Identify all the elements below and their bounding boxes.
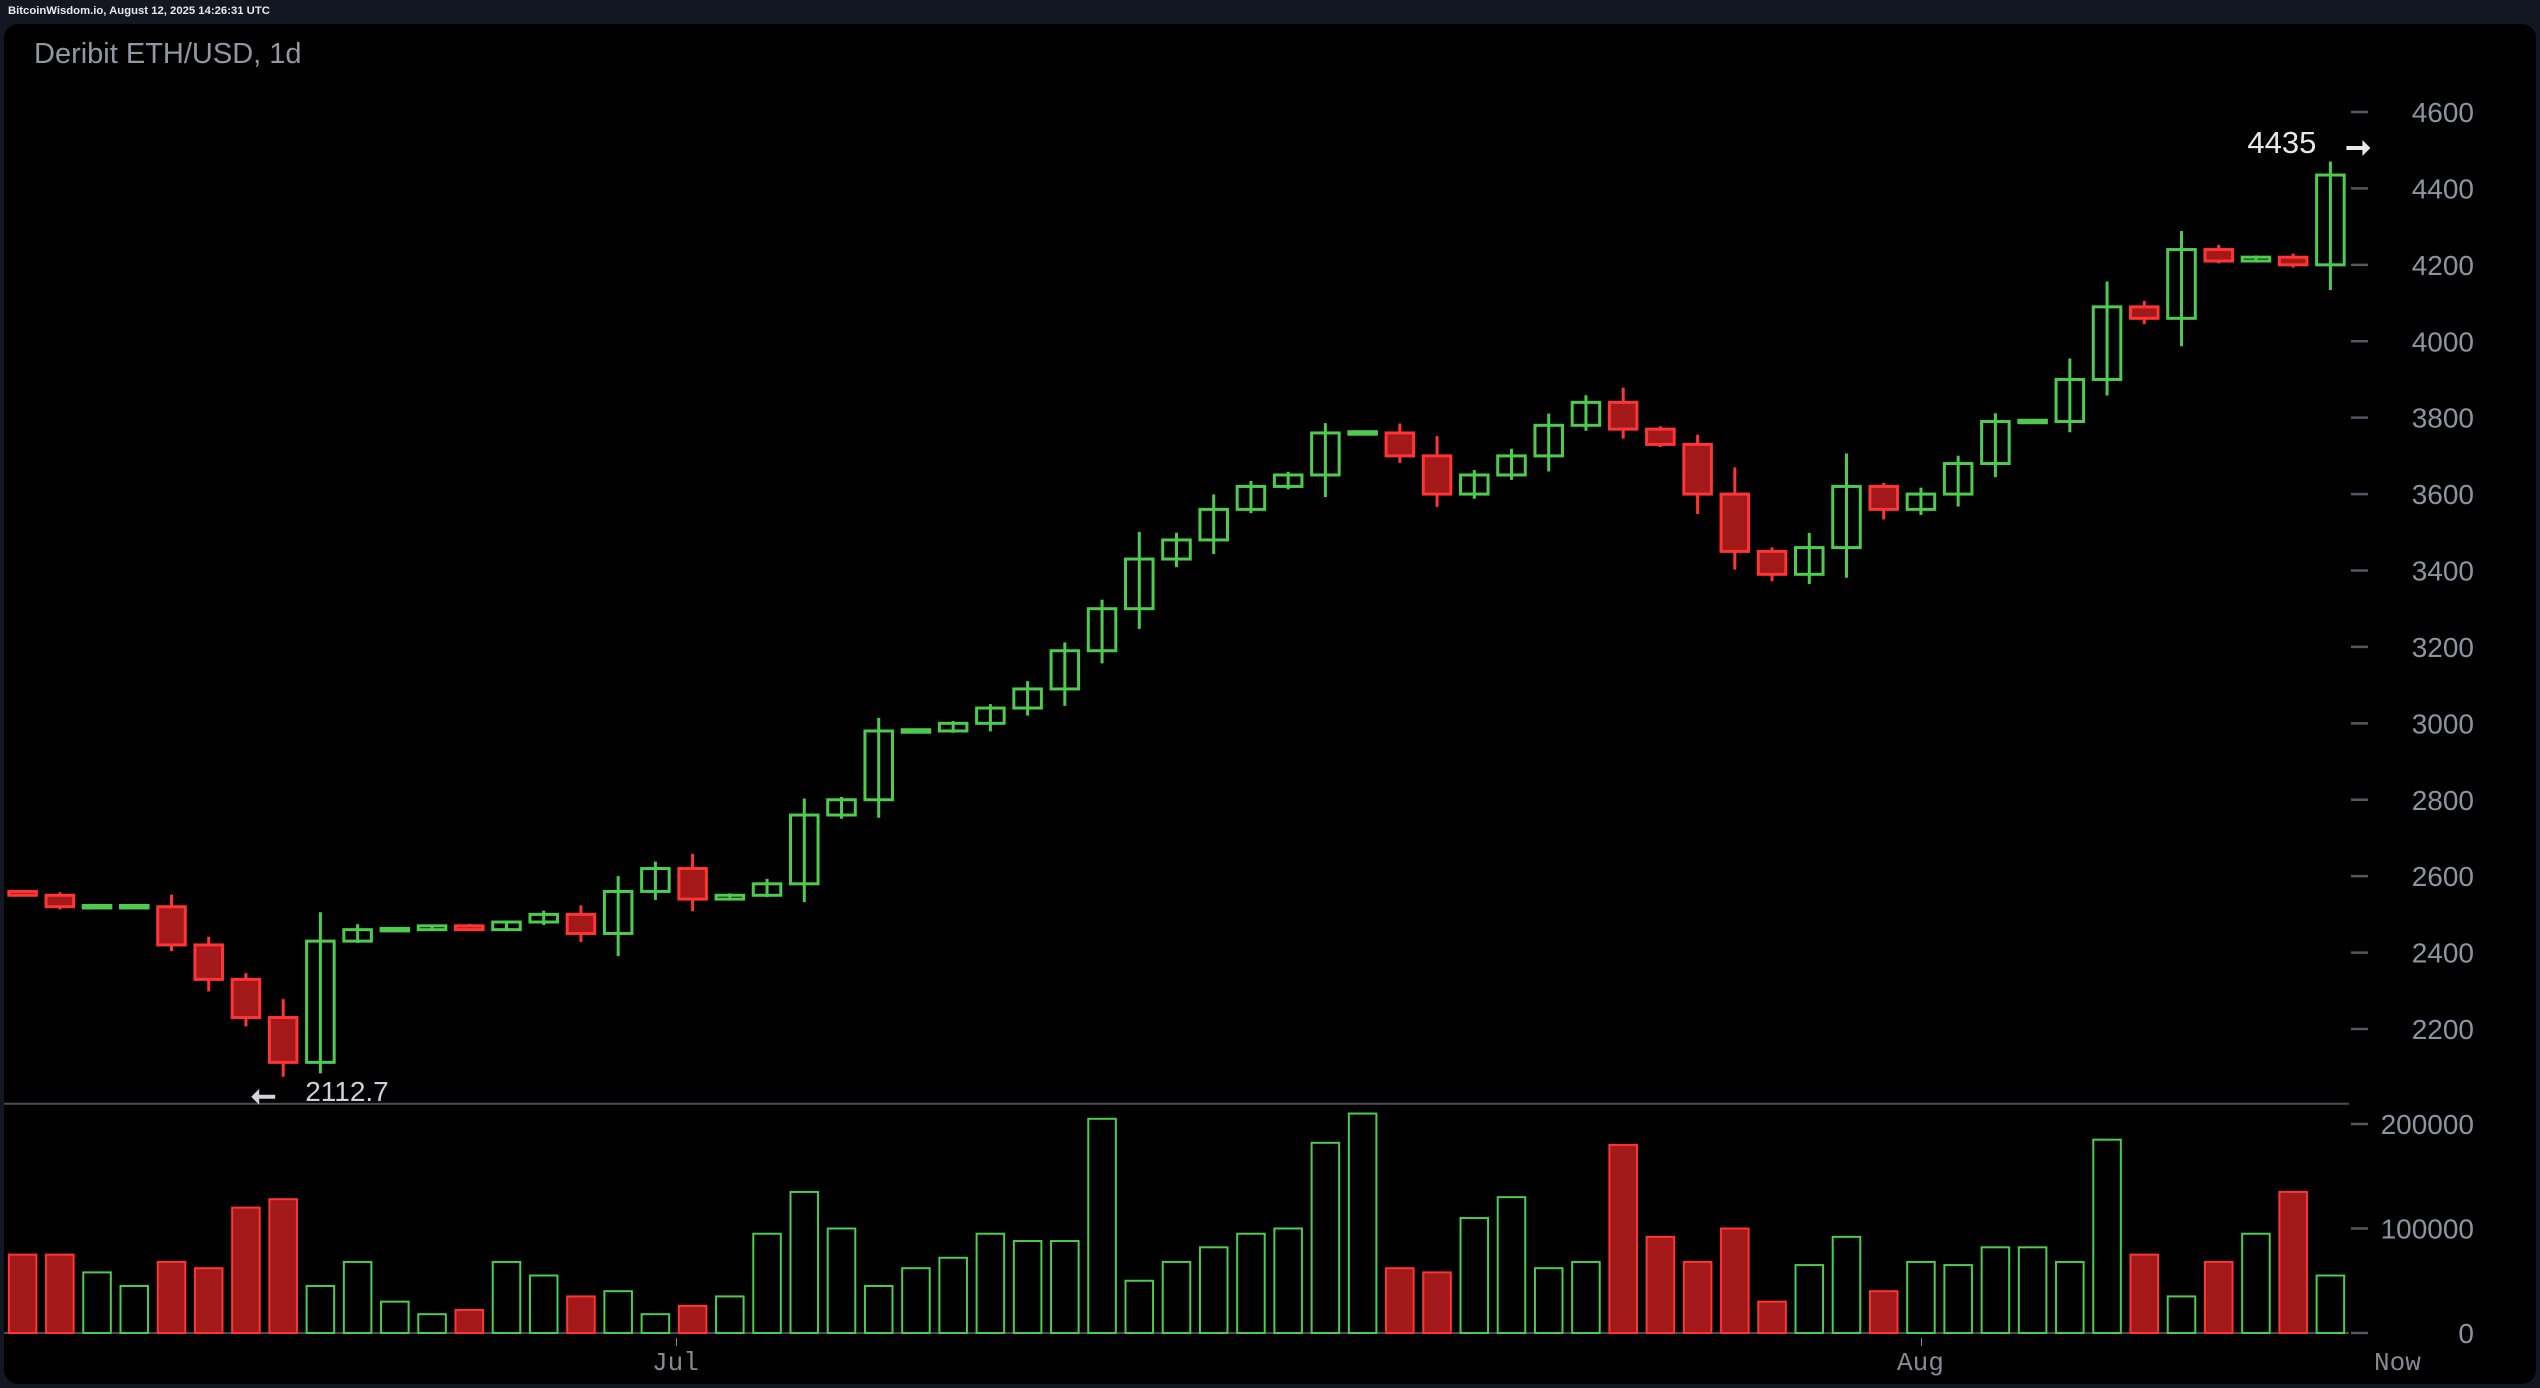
svg-text:2200: 2200 bbox=[2412, 1014, 2474, 1045]
svg-text:100000: 100000 bbox=[2381, 1214, 2474, 1245]
svg-text:4200: 4200 bbox=[2412, 250, 2474, 281]
svg-text:2600: 2600 bbox=[2412, 861, 2474, 892]
svg-text:2800: 2800 bbox=[2412, 785, 2474, 816]
svg-text:3200: 3200 bbox=[2412, 632, 2474, 663]
svg-text:3400: 3400 bbox=[2412, 556, 2474, 587]
svg-text:4000: 4000 bbox=[2412, 326, 2474, 357]
svg-text:3800: 3800 bbox=[2412, 403, 2474, 434]
svg-text:3600: 3600 bbox=[2412, 479, 2474, 510]
svg-text:2400: 2400 bbox=[2412, 938, 2474, 969]
svg-text:200000: 200000 bbox=[2381, 1109, 2474, 1140]
svg-text:3000: 3000 bbox=[2412, 708, 2474, 739]
svg-text:4435: 4435 bbox=[2247, 125, 2316, 160]
svg-text:4600: 4600 bbox=[2412, 97, 2474, 128]
svg-text:2112.7: 2112.7 bbox=[305, 1076, 389, 1107]
svg-text:0: 0 bbox=[2458, 1318, 2474, 1349]
svg-text:4400: 4400 bbox=[2412, 173, 2474, 204]
